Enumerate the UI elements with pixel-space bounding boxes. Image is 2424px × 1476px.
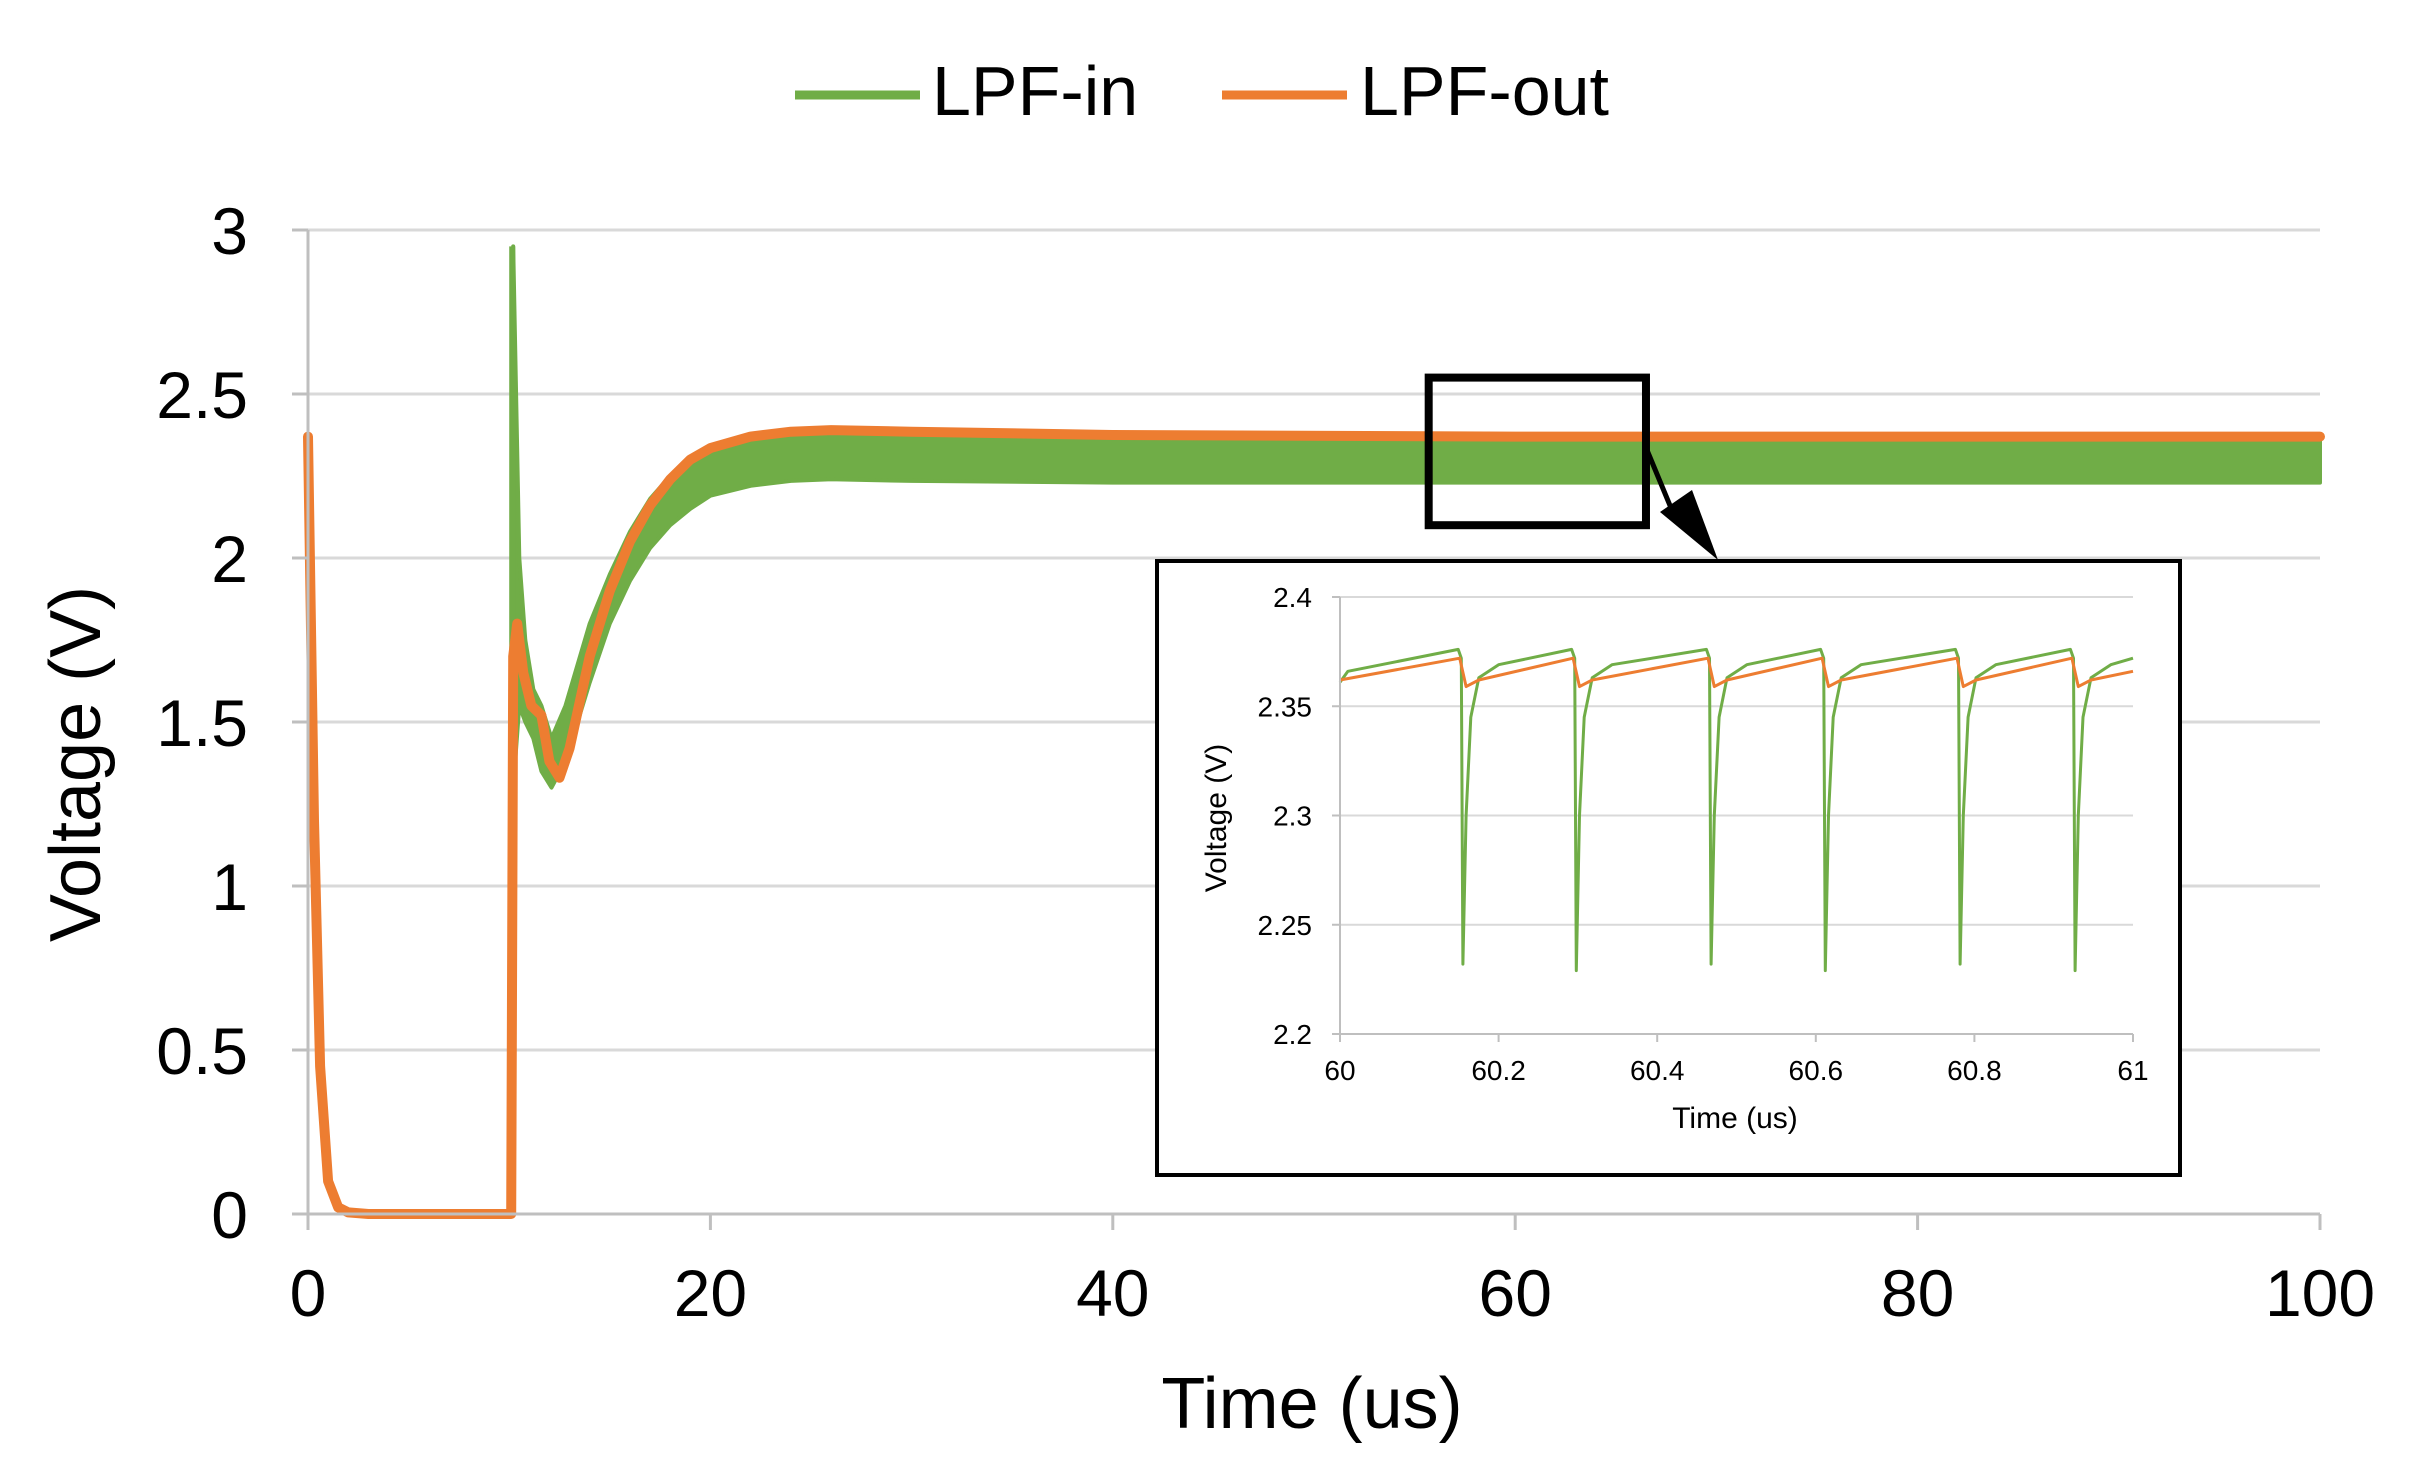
zoom-indicator bbox=[1424, 373, 1718, 560]
main-y-tick-label: 1 bbox=[211, 850, 248, 924]
main-x-tick-label: 40 bbox=[1076, 1256, 1149, 1330]
main-y-tick-label: 2.5 bbox=[156, 358, 248, 432]
inset-series-lpf-in-line bbox=[1338, 647, 2134, 973]
main-x-tick-labels: 0 20 40 60 80 100 bbox=[290, 1256, 2375, 1330]
inset-y-tick-label: 2.3 bbox=[1273, 801, 1312, 832]
inset-x-tick-labels: 60 60.2 60.4 60.6 60.8 61 bbox=[1324, 1055, 2148, 1086]
main-x-tick-label: 20 bbox=[674, 1256, 747, 1330]
inset-y-tick-label: 2.2 bbox=[1273, 1019, 1312, 1050]
main-x-tick-label: 60 bbox=[1478, 1256, 1551, 1330]
main-x-tick-label: 100 bbox=[2265, 1256, 2375, 1330]
inset-x-tick-label: 60.2 bbox=[1471, 1055, 1526, 1086]
main-y-tick-labels: 0 0.5 1 1.5 2 2.5 3 bbox=[156, 194, 248, 1252]
zoom-arrowhead bbox=[1660, 490, 1718, 560]
inset-y-axis-title: Voltage (V) bbox=[1200, 744, 1233, 892]
main-y-axis-title: Voltage (V) bbox=[36, 586, 116, 942]
legend-label-lpf-out: LPF-out bbox=[1360, 52, 1609, 130]
inset-x-tick-label: 60.8 bbox=[1947, 1055, 2002, 1086]
inset-x-tick-label: 61 bbox=[2117, 1055, 2148, 1086]
legend: LPF-in LPF-out bbox=[795, 52, 1609, 130]
inset-series-lpf-out-line bbox=[1339, 656, 2134, 689]
main-y-tick-label: 3 bbox=[211, 194, 248, 268]
inset-y-tick-label: 2.25 bbox=[1258, 910, 1313, 941]
main-axes bbox=[292, 228, 2322, 1230]
inset-x-tick-label: 60.4 bbox=[1630, 1055, 1685, 1086]
inset-x-tick-label: 60 bbox=[1324, 1055, 1355, 1086]
main-x-tick-label: 80 bbox=[1881, 1256, 1954, 1330]
inset-y-tick-label: 2.4 bbox=[1273, 582, 1312, 613]
inset-plot-area bbox=[1338, 647, 2134, 973]
inset-axes bbox=[1332, 596, 2134, 1042]
inset-x-tick-label: 60.6 bbox=[1789, 1055, 1844, 1086]
legend-label-lpf-in: LPF-in bbox=[932, 52, 1138, 130]
main-y-tick-label: 2 bbox=[211, 522, 248, 596]
main-y-tick-label: 1.5 bbox=[156, 686, 248, 760]
inset-y-tick-labels: 2.2 2.25 2.3 2.35 2.4 bbox=[1258, 582, 1313, 1050]
inset-chart: 2.2 2.25 2.3 2.35 2.4 60 60.2 60.4 60.6 60.8 61 T… bbox=[1155, 559, 2182, 1177]
inset-y-tick-label: 2.35 bbox=[1258, 691, 1313, 722]
main-x-tick-label: 0 bbox=[290, 1256, 327, 1330]
main-y-tick-label: 0 bbox=[211, 1178, 248, 1252]
inset-x-axis-title: Time (us) bbox=[1672, 1102, 1798, 1135]
main-y-tick-label: 0.5 bbox=[156, 1014, 248, 1088]
main-x-axis-title: Time (us) bbox=[1161, 1364, 1462, 1444]
